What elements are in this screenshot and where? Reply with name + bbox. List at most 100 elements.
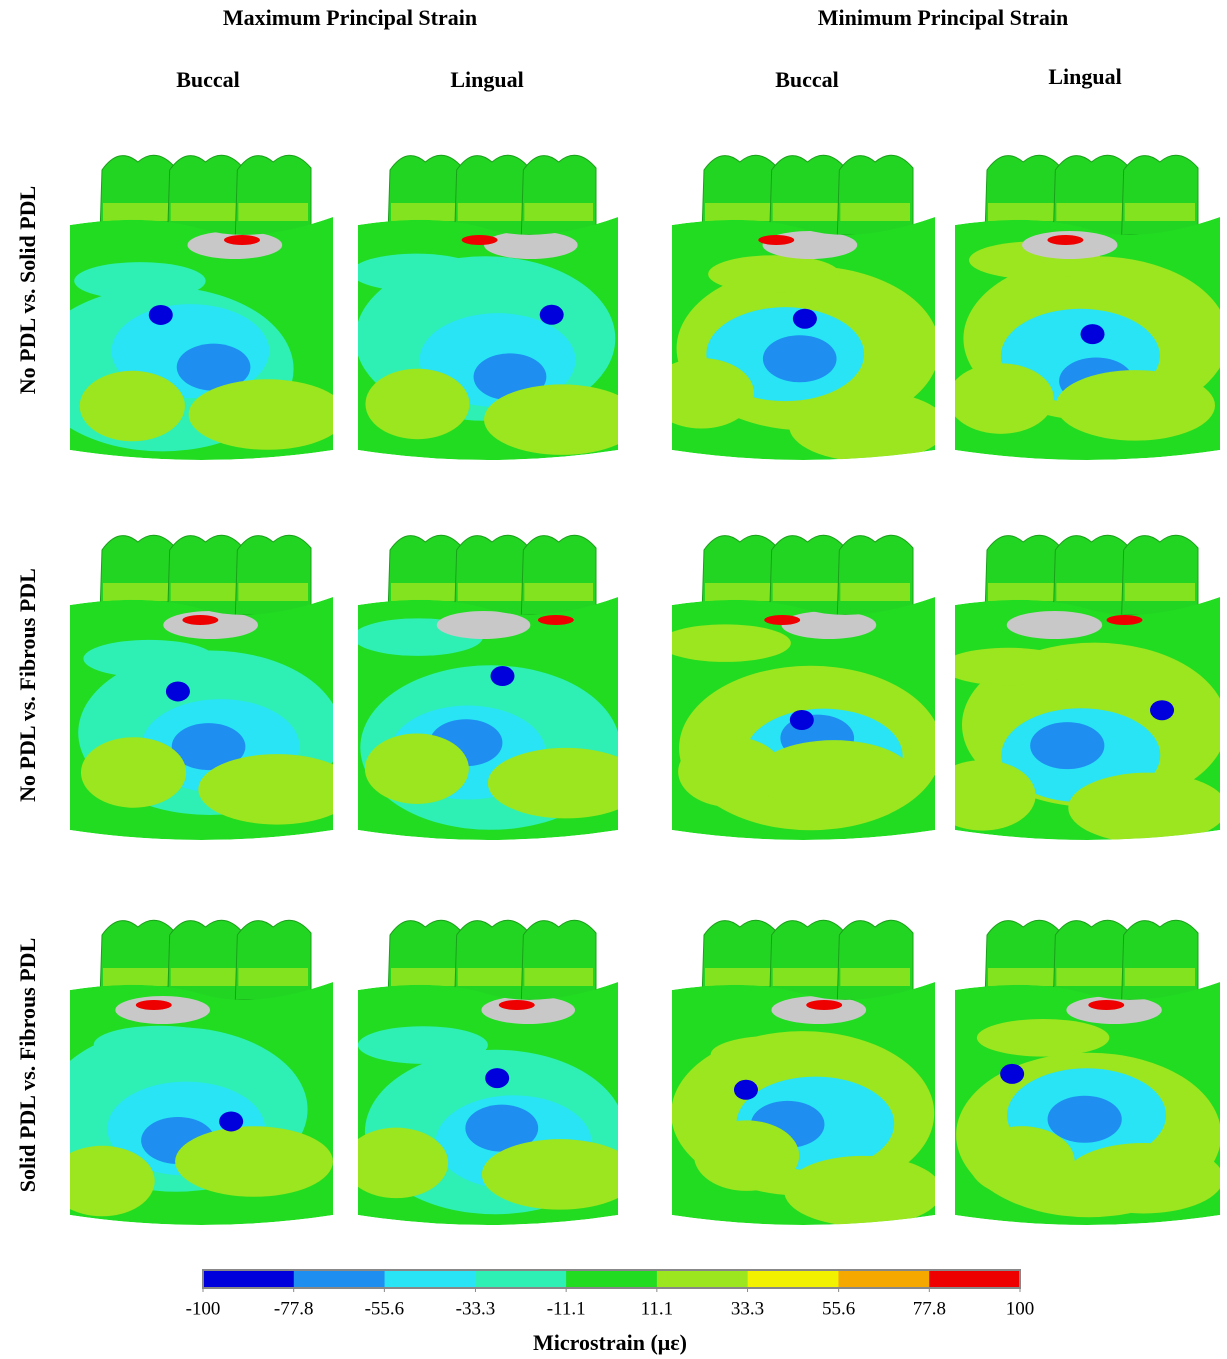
tooth-band <box>171 203 241 221</box>
tooth-band <box>238 583 308 601</box>
strain-region <box>189 379 347 450</box>
tooth-band <box>988 968 1058 986</box>
column-label: Buccal <box>176 67 240 92</box>
strain-region <box>789 391 947 462</box>
colorbar-tick-label: -11.1 <box>547 1298 586 1319</box>
tooth <box>1053 535 1129 615</box>
panels <box>31 155 1227 1226</box>
tooth-band <box>705 968 775 986</box>
strain-region <box>1000 1064 1024 1084</box>
column-label: Lingual <box>450 67 523 92</box>
tooth-band <box>391 968 460 986</box>
tooth <box>168 535 244 615</box>
tooth-band <box>773 203 843 221</box>
tooth-band <box>391 203 460 221</box>
tooth <box>1053 155 1129 235</box>
strain-region <box>74 262 206 300</box>
strain-region <box>764 615 800 625</box>
strain-region <box>771 996 866 1024</box>
tooth <box>455 155 530 235</box>
jaw <box>955 982 1223 1225</box>
tooth <box>837 920 913 1000</box>
strain-region <box>81 737 186 808</box>
strain-region <box>136 1000 172 1010</box>
tooth-band <box>988 583 1058 601</box>
strain-region <box>806 1000 842 1010</box>
tooth-band <box>1056 583 1126 601</box>
tooth-band <box>458 583 527 601</box>
jaw <box>659 597 942 840</box>
column-label: Buccal <box>775 67 839 92</box>
tooth <box>837 155 913 235</box>
strain-map <box>353 535 644 840</box>
colorbar-segment <box>657 1270 748 1288</box>
jaw <box>45 982 333 1225</box>
strain-region <box>187 231 282 259</box>
strain-region <box>80 371 185 442</box>
colorbar-segment <box>294 1270 385 1288</box>
strain-region <box>351 254 481 292</box>
strain-region <box>437 611 531 639</box>
strain-region <box>224 235 260 245</box>
group-title: Minimum Principal Strain <box>818 5 1069 30</box>
colorbar-segment <box>748 1270 839 1288</box>
strain-region <box>793 309 817 329</box>
tooth <box>521 155 596 235</box>
strain-map <box>351 155 640 460</box>
colorbar-tick-label: 100 <box>1006 1298 1035 1319</box>
tooth-band <box>103 203 173 221</box>
strain-region <box>694 1120 799 1191</box>
strain-region <box>163 611 258 639</box>
jaw <box>930 597 1227 843</box>
strain-region <box>734 1080 758 1100</box>
strain-region <box>365 733 469 804</box>
strain-region <box>942 648 1075 686</box>
colorbar-tick-label: 33.3 <box>731 1298 764 1319</box>
strain-region <box>358 1026 488 1064</box>
strain-region <box>678 737 783 808</box>
colorbar-tick-label: 77.8 <box>913 1298 946 1319</box>
tooth-band <box>773 583 843 601</box>
strain-region <box>758 235 794 245</box>
strain-map <box>70 535 356 840</box>
column-label: Lingual <box>1048 64 1121 89</box>
tooth-band <box>1056 968 1126 986</box>
strain-region <box>1007 611 1102 639</box>
strain-region <box>1066 996 1161 1024</box>
tooth-band <box>391 583 460 601</box>
strain-region <box>538 615 574 625</box>
strain-region <box>1030 722 1104 769</box>
strain-region <box>175 1126 333 1197</box>
row-label: No PDL vs. Fibrous PDL <box>15 568 40 802</box>
strain-region <box>1064 1143 1223 1214</box>
tooth <box>770 155 846 235</box>
colorbar-tick-label: -100 <box>186 1298 221 1319</box>
strain-region <box>711 1036 843 1074</box>
strain-region <box>499 1000 535 1010</box>
strain-map <box>649 155 947 461</box>
strain-region <box>1088 1000 1124 1010</box>
colorbar-segment <box>929 1270 1020 1288</box>
jaw <box>948 217 1227 460</box>
strain-region <box>83 640 215 678</box>
strain-region <box>198 754 356 825</box>
strain-map <box>31 155 347 460</box>
tooth-band <box>705 583 775 601</box>
strain-region <box>977 1019 1110 1057</box>
colorbar-segment <box>475 1270 566 1288</box>
tooth-band <box>705 203 775 221</box>
colorbar-segment <box>385 1270 476 1288</box>
strain-region <box>969 1126 1075 1197</box>
strain-region <box>1150 700 1174 720</box>
tooth <box>168 155 244 235</box>
tooth-band <box>840 203 910 221</box>
strain-region <box>540 305 564 325</box>
tooth-band <box>103 583 173 601</box>
strain-region <box>784 1156 942 1227</box>
colorbar-tick-label: -33.3 <box>456 1298 496 1319</box>
tooth-band <box>524 203 593 221</box>
strain-region <box>490 666 514 686</box>
strain-region <box>1048 1096 1122 1143</box>
strain-map <box>955 920 1223 1225</box>
colorbar-tick-label: 11.1 <box>641 1298 674 1319</box>
